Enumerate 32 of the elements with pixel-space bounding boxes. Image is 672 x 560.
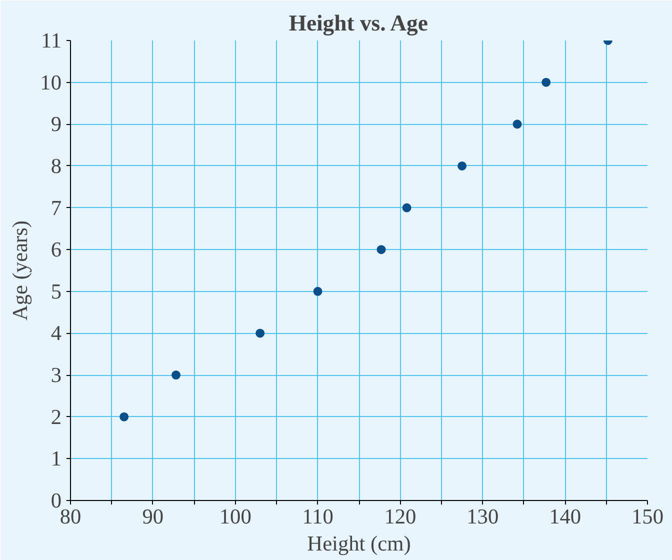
- x-tick-label: 120: [384, 504, 416, 528]
- point: [172, 370, 181, 380]
- point: [256, 328, 265, 338]
- y-axis-title: Age (years): [8, 220, 32, 321]
- point: [120, 412, 129, 422]
- y-tick-label: 1: [50, 446, 62, 471]
- point: [313, 286, 322, 296]
- y-tick-label: 8: [50, 154, 62, 178]
- y-tick-label: 6: [50, 238, 62, 262]
- y-tick-label: 4: [50, 321, 62, 346]
- x-tick-label: 80: [60, 504, 82, 528]
- chart-title: Height vs. Age: [288, 10, 428, 36]
- point: [458, 161, 467, 170]
- y-tick-label: 5: [50, 279, 62, 304]
- x-tick-label: 110: [302, 504, 334, 528]
- point: [512, 120, 522, 129]
- x-axis-title: Height (cm): [307, 532, 411, 556]
- y-tick-label: 11: [40, 28, 62, 52]
- point: [402, 203, 412, 212]
- x-tick-label: 150: [632, 504, 664, 528]
- y-tick-label: 3: [50, 363, 62, 388]
- y-tick-label: 2: [50, 404, 62, 429]
- y-tick-label: 0: [50, 488, 62, 512]
- point: [542, 78, 551, 87]
- y-tick-label: 7: [50, 196, 62, 220]
- x-tick-label: 130: [466, 504, 499, 528]
- x-tick-label: 90: [142, 504, 164, 528]
- y-tick-label: 10: [40, 70, 62, 94]
- point: [376, 245, 386, 254]
- y-tick-label: 9: [50, 112, 62, 136]
- x-tick-label: 100: [219, 504, 252, 528]
- x-tick-label: 140: [549, 504, 582, 528]
